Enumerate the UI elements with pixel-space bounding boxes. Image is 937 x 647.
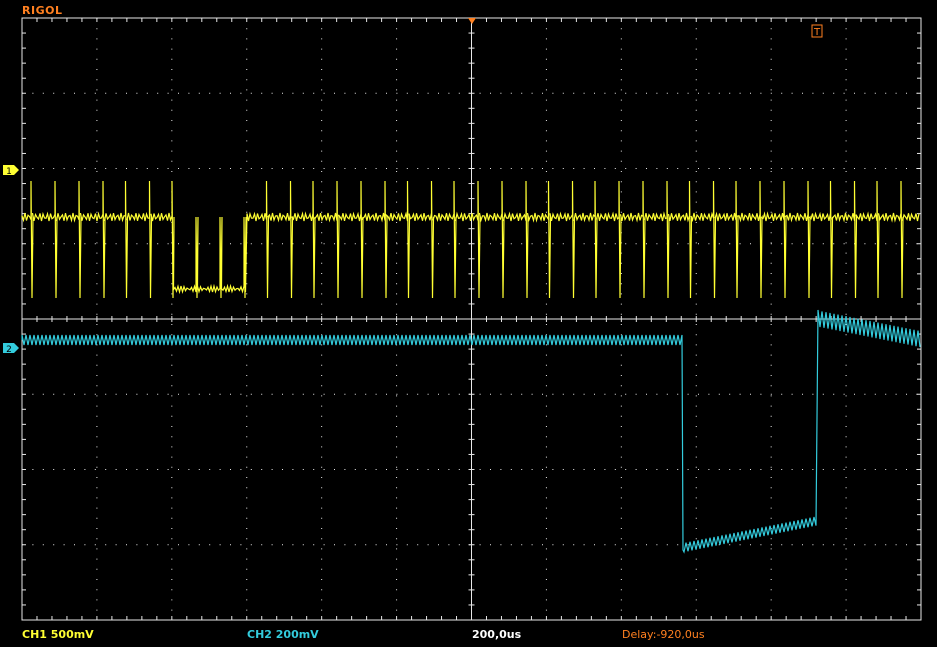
ch1-marker-label: 1 [6, 167, 12, 177]
delay-readout[interactable]: Delay:-920,0us [622, 628, 705, 641]
ch2-marker-label: 2 [6, 345, 12, 355]
ch2-ground-marker-icon[interactable]: 2 [3, 343, 19, 355]
ch1-waveform [21, 180, 920, 299]
trigger-position-marker-icon[interactable] [468, 18, 476, 24]
trigger-marker-label: T [813, 27, 821, 38]
ch1-scale-readout[interactable]: CH1 500mV [22, 628, 94, 641]
trigger-level-marker-icon[interactable]: T [811, 24, 823, 38]
graticule-grid [21, 17, 922, 621]
ch1-ground-marker-icon[interactable]: 1 [3, 165, 19, 177]
brand-logo: RIGOL [22, 4, 63, 17]
ch2-scale-readout[interactable]: CH2 200mV [247, 628, 319, 641]
ch2-waveform [21, 309, 921, 554]
timebase-readout[interactable]: 200,0us [472, 628, 522, 641]
